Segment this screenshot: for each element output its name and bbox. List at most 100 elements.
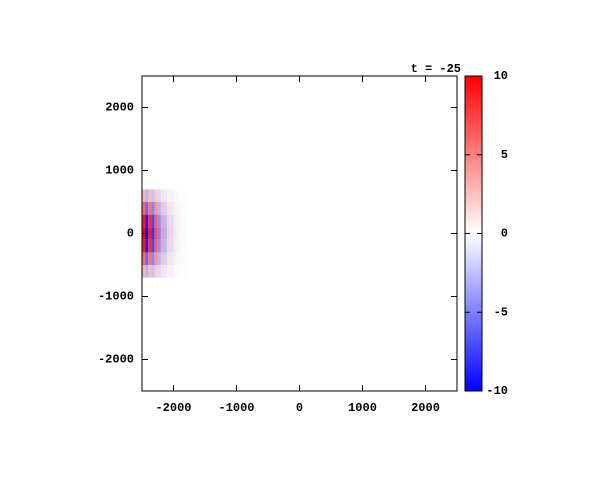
heat-cell (179, 252, 183, 265)
y-tick-label: -1000 (98, 290, 134, 304)
heat-cell (170, 202, 174, 215)
x-tick-label: 1000 (348, 401, 377, 415)
plot-frame (141, 75, 458, 392)
heat-cell (173, 252, 177, 265)
x-tick-label: 2000 (411, 401, 440, 415)
heat-cell (176, 189, 180, 202)
heat-cell (167, 265, 171, 278)
heat-cell (145, 202, 149, 215)
heat-cell (164, 227, 168, 240)
heat-cell (182, 202, 187, 215)
heat-cell (182, 214, 187, 228)
heat-cell (179, 189, 183, 202)
heat-cell (145, 189, 149, 202)
heat-cell (142, 239, 146, 253)
heat-cell (151, 265, 155, 278)
heat-cell (167, 239, 171, 253)
heat-cell (173, 214, 177, 228)
heat-cell (154, 252, 158, 265)
heat-cell (173, 227, 177, 240)
heat-cell (179, 227, 183, 240)
heat-cell (176, 265, 180, 278)
heat-cell (173, 239, 177, 253)
heat-cell (157, 252, 161, 265)
heat-cell (157, 214, 161, 228)
heat-cell (160, 265, 165, 278)
heat-cell (173, 189, 177, 202)
heat-cell (154, 189, 158, 202)
chart-title: t = -25 (411, 62, 461, 76)
heat-cell (164, 265, 168, 278)
heat-cell (173, 202, 177, 215)
heat-cell (145, 252, 149, 265)
heat-cell (151, 252, 155, 265)
heat-cell (176, 239, 180, 253)
heat-cell (145, 214, 149, 228)
heat-cell (160, 239, 165, 253)
x-tick-label: -1000 (218, 401, 254, 415)
heat-cell (142, 202, 146, 215)
heat-cell (164, 252, 168, 265)
heat-cell (151, 214, 155, 228)
heat-cell (167, 189, 171, 202)
heat-cell (167, 202, 171, 215)
heat-cell (154, 227, 158, 240)
heat-cell (142, 265, 146, 278)
heat-cell (167, 252, 171, 265)
heat-cell (157, 189, 161, 202)
colorbar-tick-label: -10 (486, 384, 508, 398)
heat-cell (170, 227, 174, 240)
heat-cell (173, 265, 177, 278)
heat-cell (176, 227, 180, 240)
heat-cell (157, 202, 161, 215)
heat-cell (154, 214, 158, 228)
heat-cell (151, 202, 155, 215)
heat-cell (160, 189, 165, 202)
heat-cell (164, 189, 168, 202)
heat-cell (179, 265, 183, 278)
heat-cell (176, 252, 180, 265)
heat-cell (160, 252, 165, 265)
heat-cell (148, 214, 152, 228)
heat-cell (170, 189, 174, 202)
x-tick-label: 0 (296, 401, 303, 415)
heat-cell (148, 227, 152, 240)
heat-cell (148, 265, 152, 278)
heat-cell (145, 265, 149, 278)
heat-cell (148, 252, 152, 265)
heat-cell (157, 239, 161, 253)
heat-cell (148, 189, 152, 202)
heat-cell (148, 202, 152, 215)
y-tick-label: 2000 (105, 101, 134, 115)
heat-cell (160, 214, 165, 228)
heat-cell (176, 202, 180, 215)
heat-cell (176, 214, 180, 228)
heat-cell (182, 189, 187, 202)
heat-cell (142, 189, 146, 202)
y-tick-label: 1000 (105, 164, 134, 178)
colorbar-tick-label: 0 (501, 227, 508, 241)
heat-cell (170, 239, 174, 253)
x-tick-label: -2000 (155, 401, 191, 415)
heat-cell (167, 214, 171, 228)
heat-cell (179, 202, 183, 215)
heat-cell (160, 227, 165, 240)
heat-cell (170, 214, 174, 228)
heat-cell (151, 189, 155, 202)
heat-cell (142, 214, 146, 228)
heat-cell (182, 239, 187, 253)
colorbar-tick-label: -5 (494, 305, 508, 319)
y-tick-label: 0 (127, 227, 134, 241)
heat-cell (170, 265, 174, 278)
heat-cell (170, 252, 174, 265)
heat-cell (154, 265, 158, 278)
heat-cell (164, 214, 168, 228)
heat-cell (179, 239, 183, 253)
heat-cell (164, 202, 168, 215)
heat-cell (182, 252, 187, 265)
heat-cell (182, 265, 187, 278)
heat-cell (157, 265, 161, 278)
heat-cell (157, 227, 161, 240)
heat-cell (154, 239, 158, 253)
